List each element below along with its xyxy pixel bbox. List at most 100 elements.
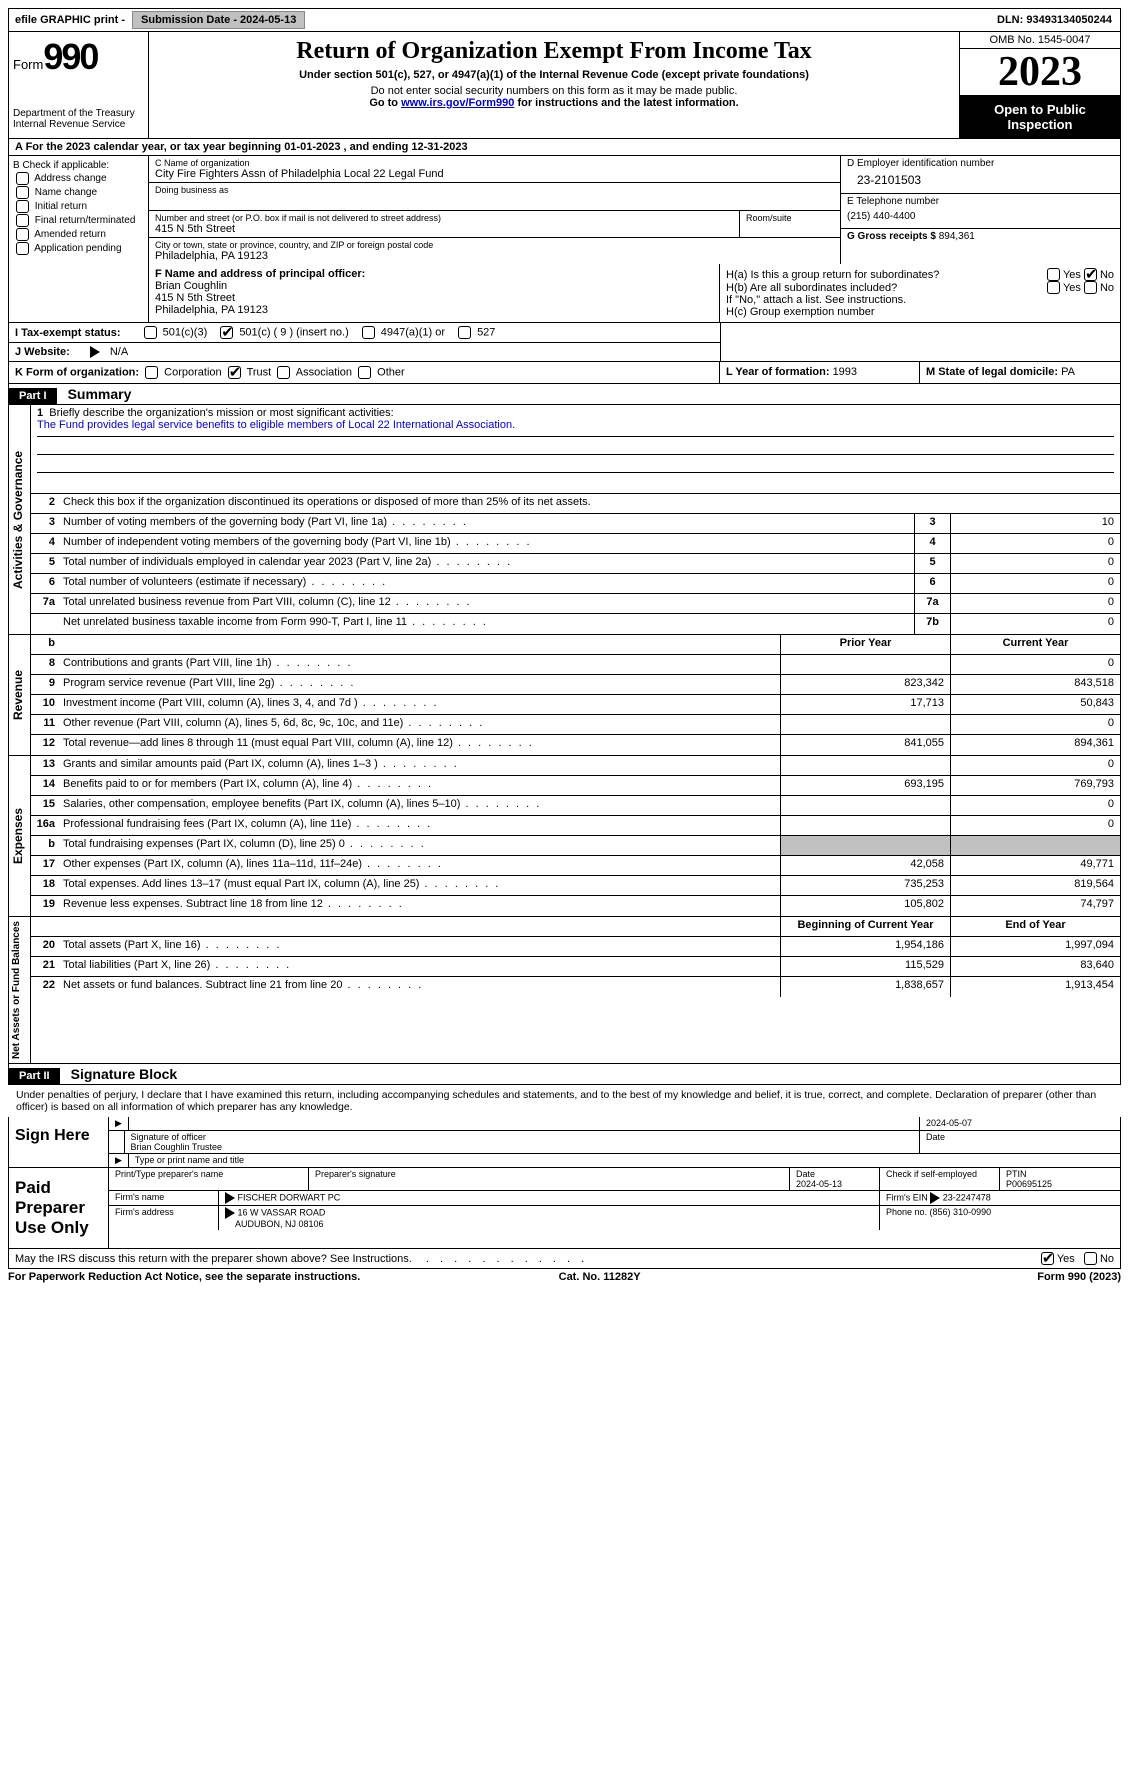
summary-line: 14Benefits paid to or for members (Part …	[31, 776, 1120, 796]
summary-line: 5Total number of individuals employed in…	[31, 554, 1120, 574]
declaration-text: Under penalties of perjury, I declare th…	[8, 1085, 1121, 1117]
summary-line: 21Total liabilities (Part X, line 26)115…	[31, 957, 1120, 977]
section-identity: B Check if applicable: Address change Na…	[8, 156, 1121, 264]
summary-line: 10Investment income (Part VIII, column (…	[31, 695, 1120, 715]
dln: DLN: 93493134050244	[997, 14, 1120, 26]
summary-line: 17Other expenses (Part IX, column (A), l…	[31, 856, 1120, 876]
hb-yes[interactable]	[1047, 281, 1060, 294]
org-address: 415 N 5th Street	[155, 223, 733, 235]
chk-527[interactable]	[458, 326, 471, 339]
chk-application-pending[interactable]: Application pending	[13, 242, 144, 255]
discuss-no[interactable]	[1084, 1252, 1097, 1265]
firm-phone: (856) 310-0990	[930, 1207, 992, 1217]
summary-line: bTotal fundraising expenses (Part IX, co…	[31, 836, 1120, 856]
summary-line: 15Salaries, other compensation, employee…	[31, 796, 1120, 816]
efile-label: efile GRAPHIC print -	[9, 14, 131, 26]
ha-no[interactable]	[1084, 268, 1097, 281]
firm-name: FISCHER DORWART PC	[238, 1192, 341, 1202]
form-footer: Form 990 (2023)	[1037, 1271, 1121, 1283]
org-name: City Fire Fighters Assn of Philadelphia …	[155, 168, 834, 180]
form-header: Form990 Department of the Treasury Inter…	[8, 32, 1121, 139]
box-h: H(a) Is this a group return for subordin…	[720, 264, 1120, 322]
submission-date-button[interactable]: Submission Date - 2024-05-13	[132, 11, 305, 29]
form-subtitle: Under section 501(c), 527, or 4947(a)(1)…	[155, 69, 953, 81]
firm-addr: 16 W VASSAR ROAD	[238, 1207, 326, 1217]
net-assets-section: Net Assets or Fund Balances Beginning of…	[8, 917, 1121, 1064]
summary-line: 8Contributions and grants (Part VIII, li…	[31, 655, 1120, 675]
revenue-section: Revenue b Prior Year Current Year 8Contr…	[8, 635, 1121, 756]
chk-amended-return[interactable]: Amended return	[13, 228, 144, 241]
cat-no: Cat. No. 11282Y	[559, 1271, 641, 1283]
arrow-icon: ▶	[109, 1117, 129, 1130]
footer: For Paperwork Reduction Act Notice, see …	[8, 1271, 1121, 1283]
officer-name: Brian Coughlin	[155, 280, 713, 292]
summary-line: 16aProfessional fundraising fees (Part I…	[31, 816, 1120, 836]
part-1-header: Part I	[9, 388, 57, 404]
box-f: F Name and address of principal officer:…	[149, 264, 720, 322]
ein: 23-2101503	[847, 169, 1114, 191]
summary-line: 3Number of voting members of the governi…	[31, 514, 1120, 534]
sign-here-block: Sign Here ▶ 2024-05-07 Signature of offi…	[8, 1117, 1121, 1168]
omb-number: OMB No. 1545-0047	[960, 32, 1120, 49]
telephone: (215) 440-4400	[847, 207, 1114, 226]
section-fh: F Name and address of principal officer:…	[8, 264, 1121, 323]
discuss-yes[interactable]	[1041, 1252, 1054, 1265]
hb-no[interactable]	[1084, 281, 1097, 294]
top-bar: efile GRAPHIC print - Submission Date - …	[8, 8, 1121, 32]
website: N/A	[110, 346, 128, 358]
row-a-tax-year: A For the 2023 calendar year, or tax yea…	[8, 139, 1121, 156]
summary-line: 13Grants and similar amounts paid (Part …	[31, 756, 1120, 776]
chk-trust[interactable]	[228, 366, 241, 379]
header-mid: Return of Organization Exempt From Incom…	[149, 32, 960, 138]
form-title: Return of Organization Exempt From Incom…	[155, 38, 953, 65]
year-formation: 1993	[833, 366, 857, 378]
discuss-row: May the IRS discuss this return with the…	[8, 1249, 1121, 1269]
firm-ein: 23-2247478	[943, 1192, 991, 1202]
box-b: B Check if applicable: Address change Na…	[9, 156, 149, 264]
paid-preparer-block: Paid Preparer Use Only Print/Type prepar…	[8, 1168, 1121, 1249]
chk-4947[interactable]	[362, 326, 375, 339]
summary-line: 11Other revenue (Part VIII, column (A), …	[31, 715, 1120, 735]
part-2-header: Part II	[9, 1068, 60, 1084]
summary-line: 20Total assets (Part X, line 16)1,954,18…	[31, 937, 1120, 957]
chk-final-return[interactable]: Final return/terminated	[13, 214, 144, 227]
header-left: Form990 Department of the Treasury Inter…	[9, 32, 149, 138]
chk-other[interactable]	[358, 366, 371, 379]
summary-line: 7aTotal unrelated business revenue from …	[31, 594, 1120, 614]
summary-line: 12Total revenue—add lines 8 through 11 (…	[31, 735, 1120, 755]
summary-line: 9Program service revenue (Part VIII, lin…	[31, 675, 1120, 695]
ptin: P00695125	[1006, 1179, 1052, 1189]
triangle-icon	[90, 346, 100, 358]
row-klm: K Form of organization: Corporation Trus…	[8, 362, 1121, 384]
box-c: C Name of organization City Fire Fighter…	[149, 156, 840, 264]
prep-date: 2024-05-13	[796, 1179, 842, 1189]
summary-line: 22Net assets or fund balances. Subtract …	[31, 977, 1120, 997]
section-ij: I Tax-exempt status: 501(c)(3) 501(c) ( …	[8, 323, 1121, 362]
chk-501c[interactable]	[220, 326, 233, 339]
chk-501c3[interactable]	[144, 326, 157, 339]
summary-line: 4Number of independent voting members of…	[31, 534, 1120, 554]
state-domicile: PA	[1061, 366, 1075, 378]
expenses-section: Expenses 13Grants and similar amounts pa…	[8, 756, 1121, 917]
chk-initial-return[interactable]: Initial return	[13, 200, 144, 213]
irs-link[interactable]: www.irs.gov/Form990	[401, 97, 514, 109]
sig-date: 2024-05-07	[920, 1117, 1120, 1130]
chk-corporation[interactable]	[145, 366, 158, 379]
officer-sig-name: Brian Coughlin Trustee	[131, 1142, 223, 1152]
part-1-title: Summary	[60, 384, 140, 404]
gross-receipts: 894,361	[939, 231, 975, 242]
ha-yes[interactable]	[1047, 268, 1060, 281]
tax-year: 2023	[960, 49, 1120, 96]
part-2-title: Signature Block	[63, 1064, 186, 1084]
department-label: Department of the Treasury Internal Reve…	[13, 108, 144, 130]
chk-association[interactable]	[277, 366, 290, 379]
summary-line: 18Total expenses. Add lines 13–17 (must …	[31, 876, 1120, 896]
chk-name-change[interactable]: Name change	[13, 186, 144, 199]
activities-governance: Activities & Governance 1 Briefly descri…	[8, 405, 1121, 635]
chk-address-change[interactable]: Address change	[13, 172, 144, 185]
box-deg: D Employer identification number 23-2101…	[840, 156, 1120, 264]
header-right: OMB No. 1545-0047 2023 Open to Public In…	[960, 32, 1120, 138]
ssn-note: Do not enter social security numbers on …	[155, 85, 953, 97]
summary-line: 6Total number of volunteers (estimate if…	[31, 574, 1120, 594]
inspection-label: Open to Public Inspection	[960, 96, 1120, 138]
